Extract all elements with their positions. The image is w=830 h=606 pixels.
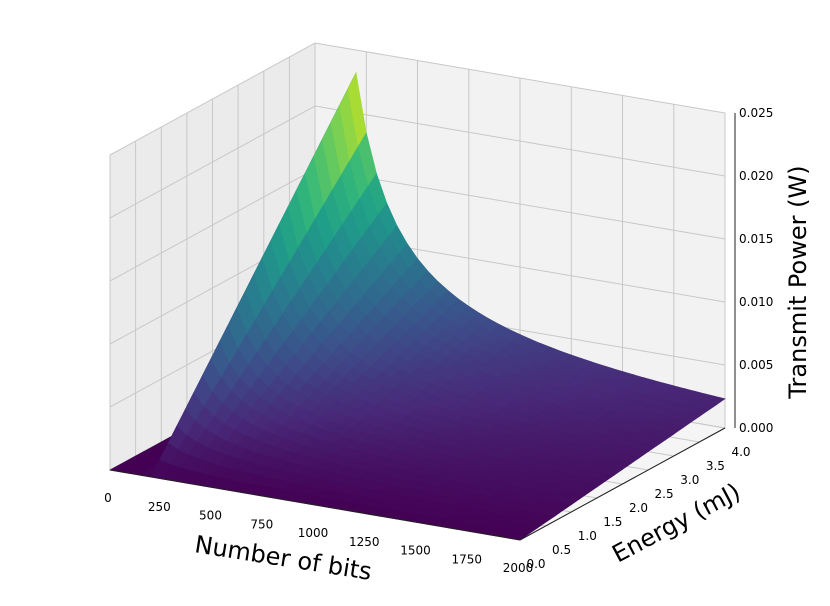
z-axis-label: Transmit Power (W): [784, 165, 812, 399]
y-tick-label: 0.0: [526, 557, 545, 571]
x-tick-label: 1750: [452, 552, 483, 566]
z-grid-line: [109, 42, 726, 156]
z-tick-labels: 0.000 0.005 0.010 0.015 0.020 0.025: [739, 106, 773, 435]
y-tick-label: 1.5: [603, 515, 622, 529]
z-tick-label: 0.010: [739, 295, 773, 309]
z-grid-line: [109, 105, 726, 219]
x-tick-label: 250: [148, 500, 171, 514]
x-axis-label: Number of bits: [193, 530, 374, 586]
y-tick-labels: 0.0 0.5 1.0 1.5 2.0 2.5 3.0 3.5 4.0: [526, 445, 750, 571]
z-tick-label: 0.020: [739, 169, 773, 183]
axis-lines: [109, 113, 736, 541]
x-tick-label: 1500: [400, 544, 431, 558]
z-tick-label: 0.025: [739, 106, 773, 120]
x-tick-label: 2000: [503, 561, 534, 575]
x-tick-label: 1000: [298, 526, 329, 540]
y-tick-label: 2.5: [655, 487, 674, 501]
y-axis-line: [519, 427, 726, 541]
x-tick-label: 500: [199, 509, 222, 523]
x-tick-labels: 0 250 500 750 1000 1250 1500 1750 2000: [104, 491, 533, 575]
y-tick-label: 3.5: [706, 459, 725, 473]
x-axis-line: [109, 469, 521, 541]
z-tick-label: 0.015: [739, 232, 773, 246]
z-tick-label: 0.005: [739, 358, 773, 372]
y-tick-label: 0.5: [552, 543, 571, 557]
x-tick-label: 750: [250, 517, 273, 531]
y-tick-label: 2.0: [629, 501, 648, 515]
surface-plot: [109, 71, 726, 541]
z-tick-label: 0.000: [739, 421, 773, 435]
y-tick-label: 1.0: [578, 529, 597, 543]
x-tick-label: 0: [104, 491, 112, 505]
x-tick-label: 1250: [349, 535, 380, 549]
y-tick-label: 3.0: [680, 473, 699, 487]
y-tick-label: 4.0: [731, 445, 750, 459]
y-axis-label: Energy (mJ): [607, 478, 745, 569]
